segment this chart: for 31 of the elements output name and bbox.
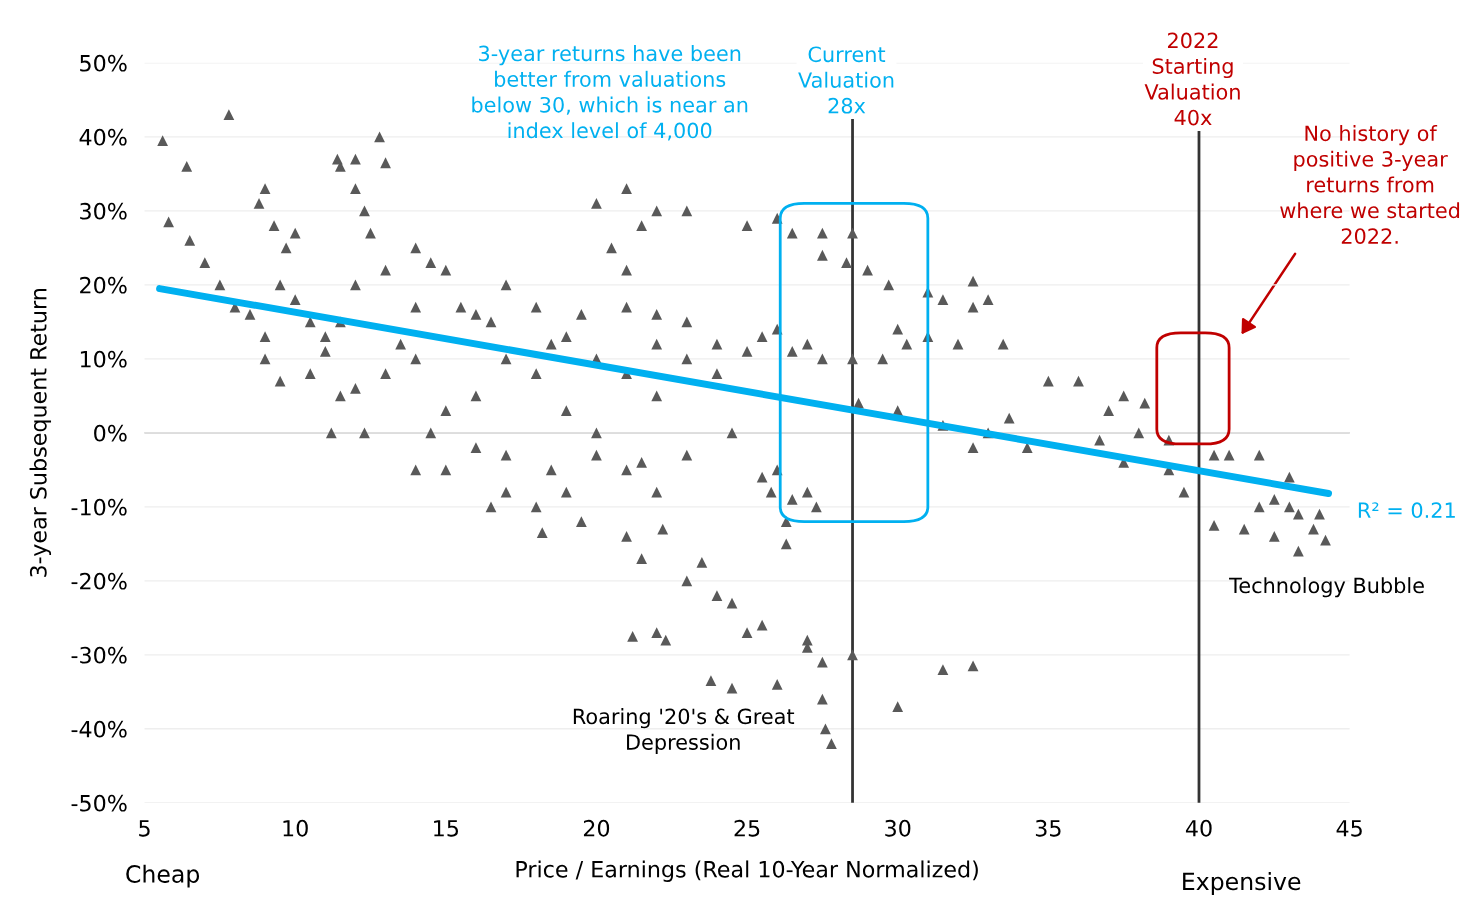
annotation: 3-year returns have been better from valuations below 30, which is near an index level of 4,000 <box>472 45 748 141</box>
annotation: Roaring '20's & Great Depression <box>573 708 795 754</box>
x-tick-label: 40 <box>1185 819 1212 837</box>
x-tick-label: 25 <box>734 819 760 837</box>
y-tick-label: -20% <box>71 572 127 590</box>
y-tick-label: 20% <box>80 276 127 294</box>
y-tick-label: 50% <box>80 54 127 72</box>
ref-line-label: 2022 Starting Valuation 40x <box>1144 32 1240 126</box>
annotation: Technology Bubble <box>1229 577 1424 598</box>
x-tick-label: 45 <box>1336 820 1362 837</box>
x-tick-label: 30 <box>885 819 911 837</box>
y-tick-label: 40% <box>79 128 127 146</box>
y-tick-label: 30% <box>80 202 127 220</box>
y-axis-title: 3-year Subsequent Return <box>29 289 52 577</box>
x-tick-label: 5 <box>139 820 150 837</box>
x-tick-label: 10 <box>283 819 308 837</box>
y-tick-label: 10% <box>80 350 127 368</box>
y-tick-label: -50% <box>71 794 127 812</box>
text: R² = 0.21 <box>1358 502 1455 519</box>
y-tick-label: -30% <box>71 646 127 664</box>
y-tick-label: 0% <box>94 424 127 442</box>
y-tick-label: -10% <box>71 498 127 516</box>
ref-line-label: Current Valuation 28x <box>798 46 894 114</box>
annotation: No history of positive 3-year returns from where we started 2022. <box>1280 125 1460 244</box>
x-tick-label: 20 <box>583 819 610 837</box>
text: Cheap <box>126 864 200 888</box>
y-tick-label: -40% <box>71 720 127 738</box>
text: Expensive <box>1183 872 1301 895</box>
x-axis-title: Price / Earnings (Real 10-Year Normalized) <box>516 860 978 882</box>
x-tick-label: 35 <box>1035 819 1061 837</box>
x-tick-label: 15 <box>434 820 459 837</box>
